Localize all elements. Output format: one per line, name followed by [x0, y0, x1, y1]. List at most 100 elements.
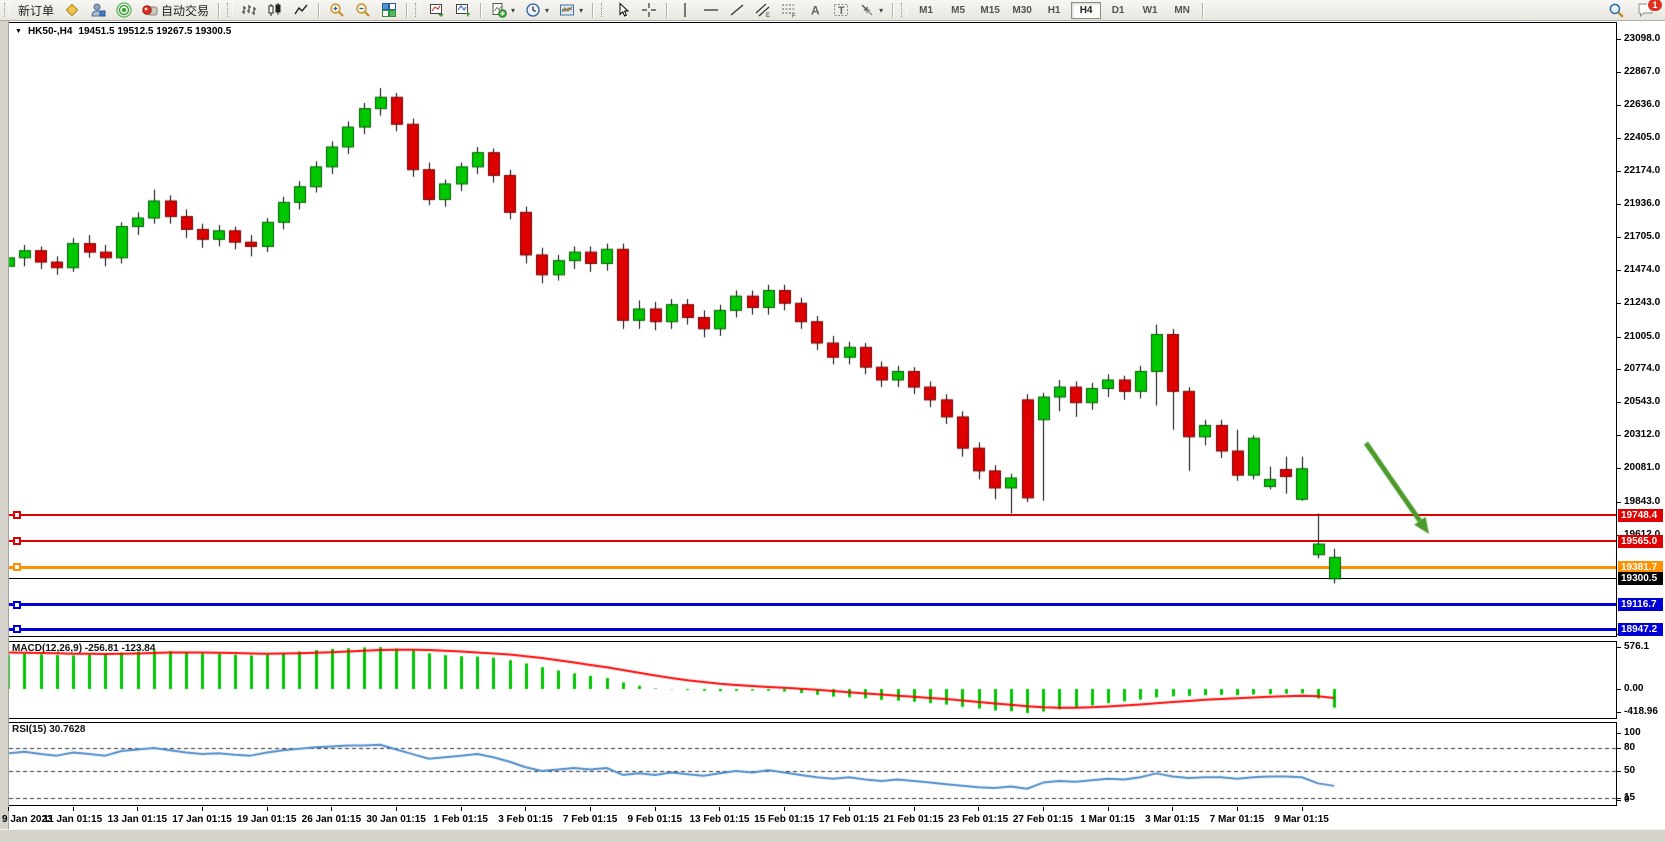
period-button[interactable]: ▾ — [521, 1, 553, 19]
price-axis-tick-mark — [1617, 369, 1621, 371]
price-level-badge: 19565.0 — [1618, 534, 1663, 548]
timeframe-w1-button[interactable]: W1 — [1142, 4, 1158, 16]
text-label-icon: T — [834, 4, 849, 17]
date-tick-mark — [590, 807, 592, 811]
horizontal-line-button[interactable] — [699, 1, 723, 19]
price-axis-tick-mark — [1617, 302, 1621, 304]
timeframe-toolbar: M1 M5 M15 M30 H1 H4 D1 W1 MN — [911, 1, 1197, 19]
bar-chart-button[interactable] — [237, 1, 261, 19]
date-axis-label: 21 Feb 01:15 — [883, 814, 944, 825]
profile-icon — [91, 3, 106, 17]
yellow-diamond-icon — [65, 3, 79, 17]
price-axis-tick-mark — [1617, 204, 1621, 206]
profile-button[interactable] — [86, 1, 110, 19]
price-level-badge: 18947.2 — [1618, 622, 1663, 636]
date-tick-mark — [202, 807, 204, 811]
horizontal-level-line[interactable] — [9, 540, 1616, 543]
notifications-button[interactable]: 1 — [1633, 0, 1663, 19]
timeframe-m1-button[interactable]: M1 — [919, 4, 934, 16]
horizontal-line-icon — [704, 9, 719, 11]
candlestick-chart-button[interactable] — [263, 1, 287, 19]
macd-axis-tick: 576.1 — [1624, 641, 1650, 652]
date-axis-label: 17 Jan 01:15 — [172, 814, 232, 825]
timeframe-h4-button[interactable]: H4 — [1071, 1, 1102, 19]
date-axis-label: 13 Feb 01:15 — [689, 814, 750, 825]
tile-windows-button[interactable] — [377, 1, 401, 19]
toolbar-separator — [1202, 2, 1205, 18]
level-line-handle[interactable] — [13, 600, 21, 609]
date-axis-label: 11 Jan 01:15 — [43, 814, 103, 825]
price-axis-tick: 20774.0 — [1624, 363, 1661, 375]
indicator-window-button[interactable] — [451, 1, 475, 19]
new-chart-window-button[interactable] — [425, 1, 449, 19]
level-line-handle[interactable] — [13, 537, 21, 546]
price-axis-tick-mark — [1617, 72, 1621, 74]
svg-text:E: E — [766, 13, 770, 18]
date-tick-mark — [848, 807, 850, 811]
level-line-handle[interactable] — [13, 511, 21, 520]
timeframe-h1-button[interactable]: H1 — [1047, 4, 1061, 16]
add-indicator-button[interactable]: ▾ — [487, 1, 519, 19]
toolbar-grip[interactable] — [4, 3, 10, 17]
chart-title: ▼ HK50-,H4 19451.5 19512.5 19267.5 19300… — [15, 26, 231, 37]
vertical-line-icon — [684, 3, 686, 17]
horizontal-level-line[interactable] — [9, 565, 1616, 569]
line-chart-button[interactable] — [289, 1, 313, 19]
macd-indicator-pane[interactable]: MACD(12,26,9) -256.81 -123.84 — [8, 641, 1617, 719]
autotrading-button[interactable]: 自动交易 — [138, 1, 213, 19]
chevron-down-icon: ▾ — [579, 5, 584, 15]
channel-button[interactable]: E — [751, 1, 775, 19]
date-tick-mark — [1301, 807, 1303, 811]
rsi-axis-tick: 50 — [1624, 765, 1636, 777]
search-button[interactable] — [1604, 1, 1629, 19]
horizontal-level-line[interactable] — [9, 627, 1616, 631]
level-line-handle[interactable] — [13, 625, 21, 633]
market-watch-button[interactable] — [60, 1, 84, 19]
date-tick-mark — [654, 807, 656, 811]
timeframe-m15-button[interactable]: M15 — [980, 4, 1000, 16]
toolbar-grip[interactable] — [227, 3, 234, 17]
clock-icon — [526, 3, 540, 17]
crosshair-button[interactable] — [637, 1, 661, 19]
zoom-out-button[interactable] — [351, 1, 375, 19]
timeframe-mn-button[interactable]: MN — [1174, 4, 1190, 16]
text-label-button[interactable]: T — [829, 1, 853, 19]
timeframe-m30-button[interactable]: M30 — [1012, 4, 1032, 16]
svg-text:T: T — [838, 5, 845, 17]
horizontal-level-line[interactable] — [9, 514, 1616, 517]
timeframe-m5-button[interactable]: M5 — [951, 4, 966, 16]
chart-window-icon — [430, 4, 445, 17]
fibonacci-button[interactable]: F — [777, 1, 801, 19]
level-line-handle[interactable] — [13, 563, 21, 572]
signal-button[interactable] — [112, 1, 136, 19]
price-level-badge: 19300.5 — [1618, 572, 1663, 586]
arrows-button[interactable]: ▾ — [855, 1, 887, 19]
toolbar-grip[interactable] — [901, 3, 908, 17]
horizontal-level-line[interactable] — [9, 578, 1616, 580]
toolbar-grip[interactable] — [415, 3, 422, 17]
price-axis-tick: 21243.0 — [1624, 296, 1661, 308]
collapse-triangle-icon[interactable]: ▼ — [15, 28, 22, 35]
date-axis: 9 Jan 2023 11 Jan 01:15 13 Jan 01:15 17 Jan… — [0, 806, 1617, 829]
date-tick-mark — [1042, 807, 1044, 811]
toolbar-separator — [892, 2, 895, 18]
new-order-button[interactable]: 新订单 — [14, 1, 58, 19]
date-axis-label: 30 Jan 01:15 — [366, 814, 426, 825]
zoom-in-button[interactable] — [325, 1, 349, 19]
price-axis-tick: 21705.0 — [1624, 231, 1661, 243]
rsi-indicator-pane[interactable]: RSI(15) 30.7628 — [8, 722, 1617, 806]
chart-ohlc-values: 19451.5 19512.5 19267.5 19300.5 — [78, 26, 232, 37]
date-tick-mark — [266, 807, 268, 811]
trendline-icon — [730, 4, 744, 16]
timeframe-d1-button[interactable]: D1 — [1111, 4, 1125, 16]
toolbar-grip[interactable] — [601, 3, 608, 17]
text-button[interactable]: A — [803, 1, 827, 19]
template-button[interactable]: ▾ — [555, 1, 587, 19]
cursor-button[interactable] — [611, 1, 635, 19]
date-axis-label: 9 Feb 01:15 — [627, 814, 683, 825]
trendline-button[interactable] — [725, 1, 749, 19]
horizontal-level-line[interactable] — [9, 603, 1616, 607]
price-axis-tick: 22867.0 — [1624, 66, 1661, 78]
price-chart-pane[interactable]: ▼ HK50-,H4 19451.5 19512.5 19267.5 19300… — [8, 22, 1617, 637]
vertical-line-button[interactable] — [673, 1, 697, 19]
